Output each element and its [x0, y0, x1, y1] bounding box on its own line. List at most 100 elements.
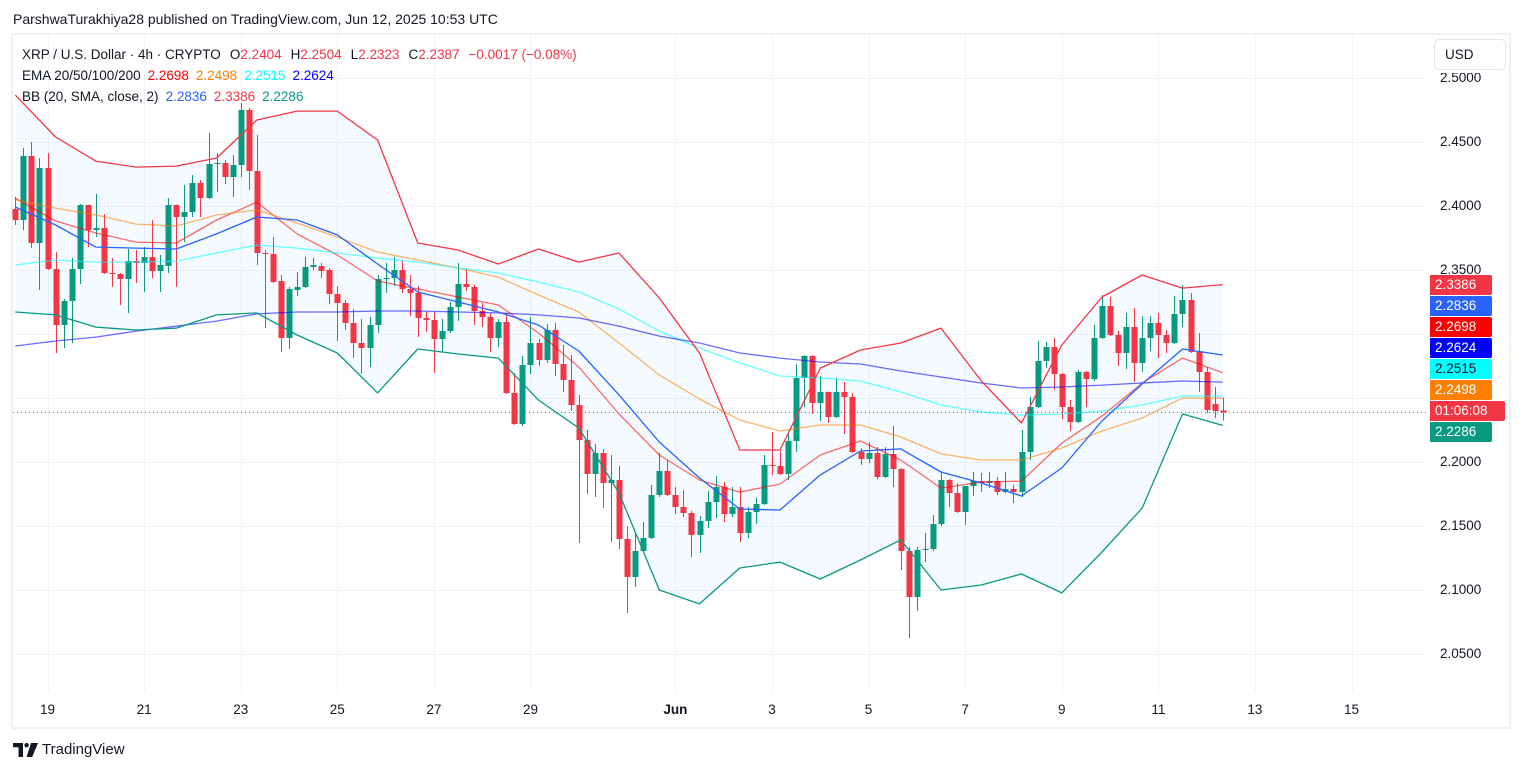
candle-body — [53, 269, 60, 326]
candle-body — [688, 512, 695, 535]
candle — [447, 302, 454, 333]
candle — [1099, 295, 1106, 339]
candle-body — [793, 378, 800, 441]
candle — [713, 476, 720, 519]
candle-body — [785, 441, 792, 474]
time-tick-label: 3 — [768, 702, 776, 717]
candle-body — [648, 495, 655, 538]
candle — [753, 498, 760, 524]
candle-body — [592, 452, 599, 474]
candle — [503, 312, 510, 394]
candle — [109, 258, 116, 287]
candle-body — [399, 270, 406, 289]
legend-main-series[interactable]: XRP / U.S. Dollar · 4h · CRYPTO O2.2404 … — [22, 44, 577, 65]
ohlc-low-label: L — [350, 47, 359, 62]
candle — [664, 460, 671, 496]
candle — [294, 272, 301, 296]
candle — [874, 447, 881, 479]
candle-body — [519, 365, 526, 424]
candle-body — [713, 487, 720, 503]
bollinger-band-area — [15, 95, 1223, 604]
candle — [519, 356, 526, 426]
time-tick-label: Jun — [663, 702, 688, 717]
ema-indicator-title[interactable]: EMA 20/50/100/200 — [22, 68, 141, 83]
candle-body — [624, 538, 631, 577]
candle — [214, 152, 221, 193]
candle-body — [222, 163, 229, 178]
candle-body — [1212, 404, 1219, 411]
bb-upper-price-tag: 2.3386 — [1430, 275, 1492, 295]
candle-body — [616, 480, 623, 539]
candle-body — [801, 356, 808, 378]
candle — [391, 257, 398, 286]
candle — [930, 515, 937, 551]
candle-body — [705, 502, 712, 521]
candle — [318, 263, 325, 279]
time-tick-label: 25 — [329, 702, 345, 717]
candle-body — [833, 392, 840, 418]
candle-body — [230, 165, 237, 178]
candle-body — [334, 293, 341, 303]
candle-body — [544, 330, 551, 360]
candle — [53, 252, 60, 353]
time-tick-label: 15 — [1344, 702, 1360, 717]
candle-body — [511, 392, 518, 424]
ohlc-open-label: O — [229, 47, 241, 62]
footer-branding[interactable]: TradingView — [13, 741, 125, 759]
candle-body — [439, 331, 446, 339]
ohlc-high: H2.2504 — [291, 44, 342, 65]
candle-body — [342, 302, 349, 323]
ema200-price-tag: 2.2624 — [1430, 338, 1492, 358]
candle — [117, 273, 124, 305]
time-tick-label: 27 — [426, 702, 442, 717]
candle — [141, 247, 148, 292]
time-tick-label: 23 — [233, 702, 249, 717]
chart-legend: XRP / U.S. Dollar · 4h · CRYPTO O2.2404 … — [22, 44, 577, 107]
candle — [527, 317, 534, 374]
bb-basis-line — [15, 206, 1223, 511]
candle — [173, 204, 180, 287]
candle-body — [817, 392, 824, 403]
bollinger-band-fill — [15, 95, 1223, 604]
currency-button[interactable]: USD — [1434, 39, 1506, 70]
candle-body — [503, 322, 510, 393]
bb-upper-value: 2.3386 — [213, 89, 256, 104]
candle-body — [737, 507, 744, 533]
candle — [576, 394, 583, 543]
candle-body — [809, 356, 816, 403]
candle-body — [922, 548, 929, 550]
time-tick-label: 11 — [1151, 702, 1166, 717]
candle — [954, 483, 961, 513]
candle-body — [77, 205, 84, 269]
symbol-title[interactable]: XRP / U.S. Dollar · 4h · CRYPTO — [22, 47, 221, 62]
candle-body — [632, 551, 639, 578]
price-axis[interactable]: 2.0500 2.1000 2.1500 2.2000 2.3500 2.4000 2.45… — [1428, 34, 1510, 692]
candle-body — [1051, 347, 1058, 374]
candle-body — [938, 480, 945, 524]
candle-body — [93, 228, 100, 230]
candle — [189, 175, 196, 217]
price-tick-label: 2.1500 — [1440, 517, 1482, 533]
candle-body — [117, 274, 124, 279]
candle — [1171, 296, 1178, 344]
legend-bb-indicator[interactable]: BB (20, SMA, close, 2) 2.2836 2.3386 2.2… — [22, 86, 577, 107]
candle — [1196, 333, 1203, 392]
candle — [238, 103, 245, 178]
candle-body — [246, 110, 253, 172]
candle — [1115, 331, 1122, 366]
legend-ema-indicator[interactable]: EMA 20/50/100/200 2.2698 2.2498 2.2515 2… — [22, 65, 577, 86]
ema200-value: 2.2624 — [292, 68, 334, 83]
candle-body — [906, 551, 913, 598]
candle-body — [874, 452, 881, 477]
candle-body — [697, 521, 704, 535]
candle — [1179, 285, 1186, 328]
candle-body — [841, 392, 848, 397]
bb-indicator-title[interactable]: BB (20, SMA, close, 2) — [22, 89, 159, 104]
time-axis[interactable]: 19 21 23 25 27 29 Jun 3 5 7 9 11 13 15 — [13, 692, 1510, 726]
candle — [1035, 341, 1042, 408]
candle-body — [28, 156, 35, 243]
candle — [600, 448, 607, 509]
candle-body — [882, 453, 889, 477]
candle — [688, 511, 695, 557]
